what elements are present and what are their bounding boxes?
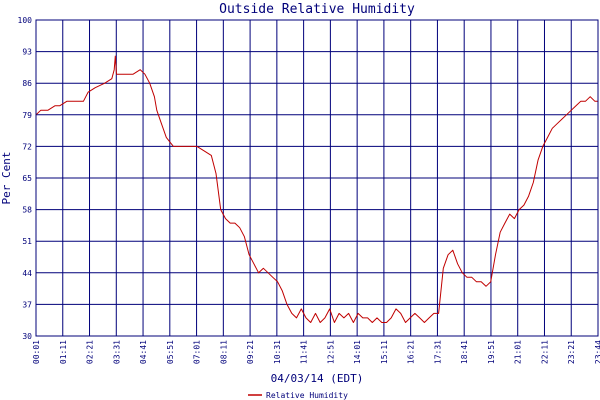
x-tick-labels: 00:01 01:11 02:21 03:31 04:41 05:51 07:01 08:11… (32, 340, 600, 364)
x-tick-label: 17:31 (433, 340, 442, 364)
x-axis-title: 04/03/14 (EDT) (271, 372, 364, 385)
x-tick-label: 04:41 (139, 340, 148, 364)
y-tick-label: 79 (22, 111, 32, 120)
y-tick-label: 44 (22, 269, 32, 278)
x-tick-label: 18:41 (460, 340, 469, 364)
x-tick-label: 12:51 (326, 340, 335, 364)
y-tick-label: 51 (22, 237, 32, 246)
series-line-relative-humidity (35, 55, 598, 323)
y-tick-label: 86 (22, 79, 32, 88)
x-tick-label: 09:21 (246, 340, 255, 364)
x-tick-label: 01:11 (59, 340, 68, 364)
y-tick-label: 30 (22, 332, 32, 341)
plot-frame (35, 19, 599, 337)
x-tick-label: 07:01 (193, 340, 202, 364)
y-tick-label: 72 (22, 142, 32, 151)
x-tick-label: 16:21 (407, 340, 416, 364)
x-tick-label: 03:31 (112, 340, 121, 364)
x-tick-label: 23:44 (594, 340, 600, 364)
x-tick-label: 00:01 (32, 340, 41, 364)
legend-label: Relative Humidity (266, 391, 348, 400)
x-tick-label: 11:41 (300, 340, 309, 364)
y-tick-label: 93 (22, 48, 32, 57)
y-tick-label: 58 (22, 206, 32, 215)
y-tick-labels: 30 37 44 51 58 65 72 79 86 93 100 (18, 16, 33, 341)
y-tick-label: 100 (18, 16, 33, 25)
x-tick-label: 05:51 (166, 340, 175, 364)
grid (35, 19, 599, 337)
x-tick-label: 10:31 (273, 340, 282, 364)
y-tick-label: 37 (22, 300, 32, 309)
x-tick-label: 19:51 (487, 340, 496, 364)
x-tick-label: 14:01 (353, 340, 362, 364)
x-tick-label: 08:11 (219, 340, 228, 364)
chart-title: Outside Relative Humidity (219, 2, 415, 17)
y-axis-title: Per Cent (0, 152, 13, 205)
x-tick-label: 21:01 (514, 340, 523, 364)
series-lines (35, 55, 598, 323)
x-tick-label: 02:21 (86, 340, 95, 364)
x-tick-label: 15:11 (380, 340, 389, 364)
x-tick-label: 23:21 (567, 340, 576, 364)
y-tick-label: 65 (22, 174, 32, 183)
x-tick-label: 22:11 (540, 340, 549, 364)
